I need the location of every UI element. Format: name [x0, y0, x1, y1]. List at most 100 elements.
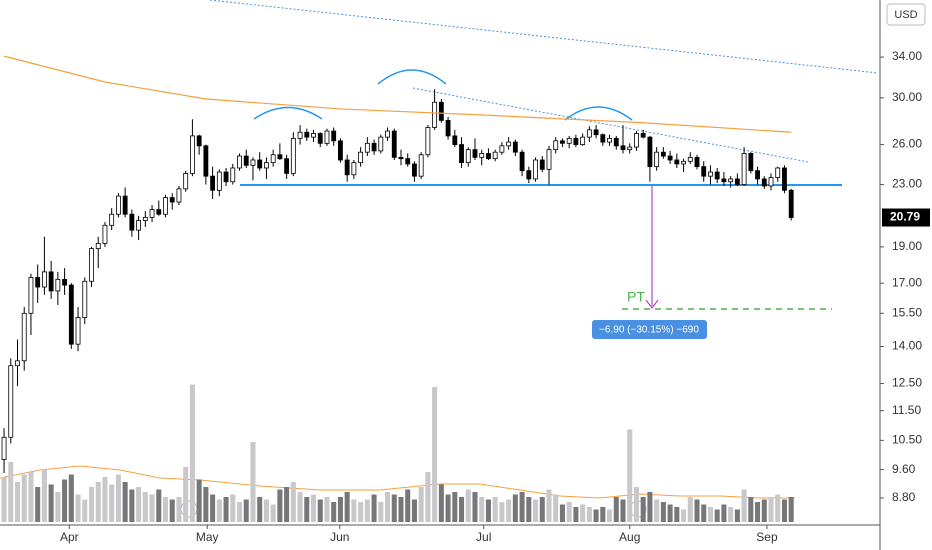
candle-body	[566, 137, 572, 144]
volume-bar	[600, 507, 606, 522]
candle-body	[418, 154, 424, 177]
candle-body	[479, 153, 485, 158]
moving-average	[3, 55, 792, 133]
volume-bar	[250, 442, 256, 522]
volume-bar	[452, 492, 458, 522]
volume-bar	[216, 499, 222, 522]
candle-body	[250, 159, 256, 166]
candle-body	[768, 177, 774, 187]
candle-body	[519, 151, 525, 172]
candle-body	[405, 158, 411, 165]
candle-body	[62, 278, 68, 286]
candle-body	[775, 167, 781, 178]
volume-bar	[748, 497, 754, 522]
candle-body	[640, 133, 646, 138]
currency-box[interactable]	[886, 3, 926, 26]
candle-body	[546, 149, 552, 170]
volume-bar	[41, 469, 47, 522]
candle-body	[432, 101, 438, 128]
volume-bar	[499, 502, 505, 522]
candle-body	[129, 213, 135, 231]
candle-body	[445, 119, 451, 137]
y-tick-label: 14.00	[892, 339, 922, 353]
volume-bar	[667, 504, 673, 522]
volume-bar	[277, 489, 283, 522]
candle-body	[203, 145, 209, 177]
volume-bar	[761, 499, 767, 522]
volume-bar	[479, 497, 485, 522]
y-tick-label: 23.00	[892, 177, 922, 191]
volume-bar	[647, 492, 653, 522]
volume-bar	[317, 499, 323, 522]
volume-bar	[337, 497, 343, 522]
x-tick-label: Aug	[619, 530, 640, 544]
candle-body	[95, 243, 101, 250]
volume-bar	[593, 509, 599, 522]
volume-bar	[95, 482, 101, 522]
volume-bar	[88, 487, 95, 522]
candle-body	[35, 277, 41, 288]
volume-bar	[573, 507, 579, 522]
candle-body	[472, 149, 478, 158]
volume-bar	[169, 499, 175, 522]
candle-body	[533, 159, 538, 180]
volume-bar	[310, 494, 317, 522]
candle-body	[270, 154, 276, 164]
candle-body	[68, 284, 74, 345]
candle-body	[506, 141, 512, 147]
volume-bar	[539, 497, 545, 522]
volume-bar	[21, 474, 27, 522]
volume-bar	[75, 494, 81, 522]
candle-body	[613, 137, 619, 147]
candle-body	[708, 171, 713, 177]
volume-bar	[580, 504, 586, 522]
candle-body	[586, 129, 592, 138]
candle-body	[459, 144, 464, 164]
y-tick-label: 9.60	[892, 462, 916, 476]
volume-bar	[203, 487, 209, 522]
candle-body	[55, 278, 61, 292]
volume-bar	[297, 492, 303, 522]
volume-bar	[775, 494, 781, 522]
shoulder-arc	[564, 106, 633, 121]
volume-bar	[371, 494, 377, 522]
candle-body	[560, 140, 565, 144]
candle-body	[324, 130, 330, 144]
volume-bar	[627, 429, 633, 522]
volume-bar	[344, 492, 350, 522]
volume-bar	[82, 499, 88, 522]
candle-body	[667, 155, 673, 161]
candle-body	[48, 271, 54, 292]
candle-body	[782, 167, 787, 191]
candle-body	[297, 131, 303, 139]
candle-body	[378, 136, 384, 152]
y-tick-label: 11.50	[892, 403, 921, 417]
candle-body	[311, 133, 316, 138]
x-tick-label: Sep	[756, 530, 778, 544]
candle-body	[486, 153, 491, 160]
y-tick-label: 12.50	[892, 376, 922, 390]
candle-body	[728, 178, 734, 183]
volume-bar	[176, 497, 182, 522]
candle-body	[82, 280, 88, 318]
candle-body	[539, 159, 545, 170]
volume-bar	[492, 497, 498, 522]
candle-body	[28, 277, 34, 314]
candle-body	[714, 171, 720, 180]
candle-body	[75, 317, 81, 345]
volume-bar	[768, 497, 774, 522]
volume-bar	[640, 497, 646, 522]
measure-arrow	[645, 299, 659, 309]
candle-body	[331, 130, 337, 142]
candle-body	[755, 170, 760, 180]
volume-bar	[331, 502, 337, 522]
candle-body	[687, 156, 693, 162]
candle-body	[102, 224, 108, 244]
volume-bar	[512, 494, 518, 522]
volume-bar	[324, 497, 330, 522]
volume-bar	[781, 499, 787, 522]
volume-bar	[351, 499, 357, 522]
candle-body	[210, 175, 216, 191]
volume-bar	[701, 504, 707, 522]
